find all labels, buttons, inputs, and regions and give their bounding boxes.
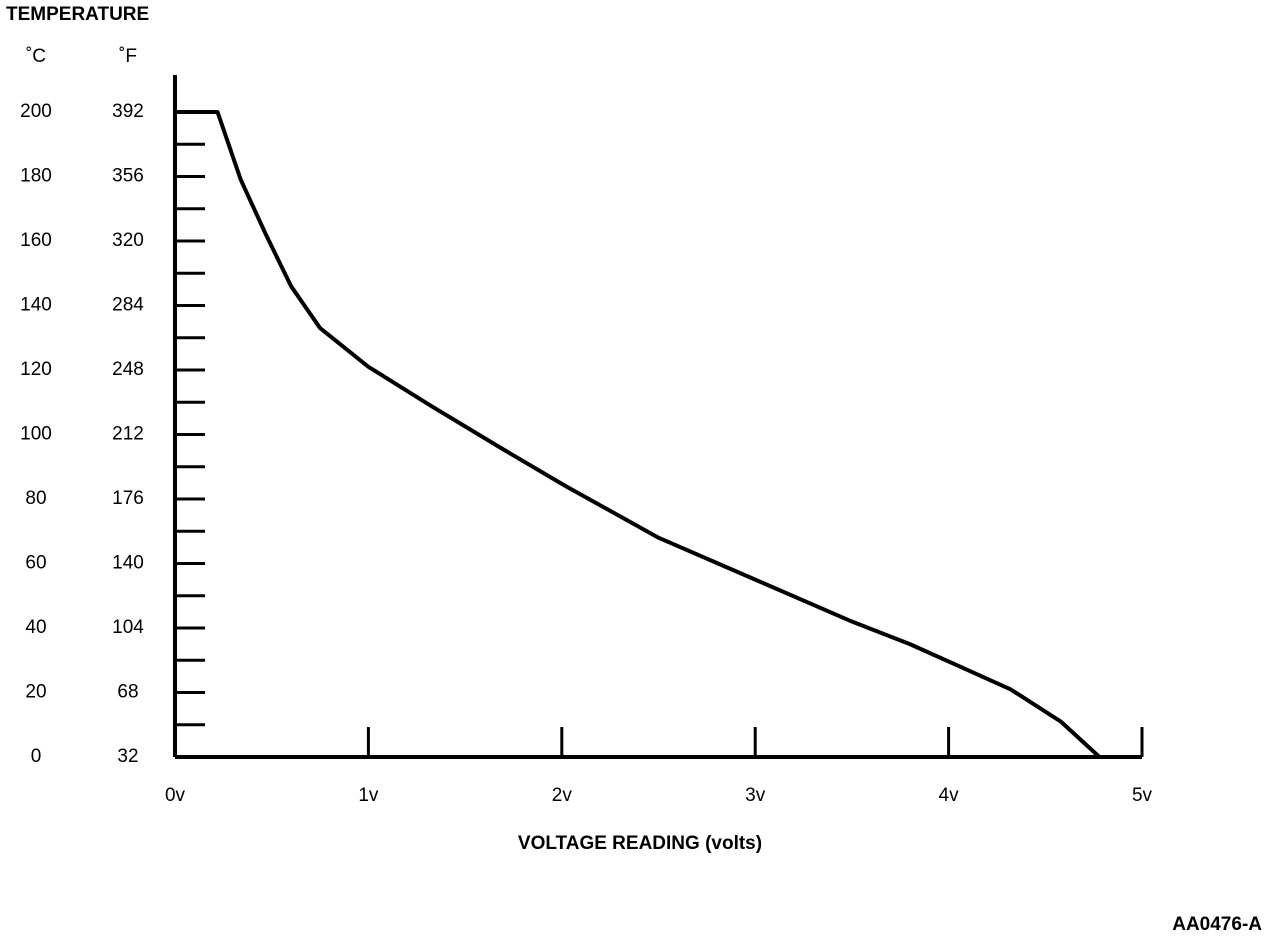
y-tick-label: 200 [20,101,52,122]
x-axis-label: VOLTAGE READING (volts) [518,833,762,854]
y2-tick-label: 356 [112,166,144,187]
y2-tick-label: 140 [112,553,144,574]
y-tick-label: 80 [25,488,46,509]
y2-tick-label: 248 [112,359,144,380]
x-tick-label: 5v [1132,785,1153,806]
y-tick-label: 140 [20,295,52,316]
x-tick-label: 1v [358,785,379,806]
y-tick-label: 20 [25,682,46,703]
y-tick-label: 40 [25,617,46,638]
y2-tick-label: 392 [112,101,144,122]
chart-title: TEMPERATURE [6,4,149,25]
line [175,110,1101,759]
y-tick-label: 160 [20,230,52,251]
y-tick-label: 120 [20,359,52,380]
y2-tick-label: 212 [112,424,144,445]
x-tick-label: 3v [745,785,766,806]
x-tick-label: 2v [552,785,573,806]
y2-tick-label: 32 [117,746,138,767]
y2-tick-label: 68 [117,682,138,703]
x-tick-label: 4v [939,785,960,806]
y-tick-label: 60 [25,553,46,574]
y-tick-label: 100 [20,424,52,445]
y2-tick-label: 176 [112,488,144,509]
y-tick-label: 180 [20,166,52,187]
x-tick-label: 0v [165,785,186,806]
y2-tick-label: 284 [112,295,144,316]
y2-tick-label: 104 [112,617,144,638]
y-axis-label: ˚C [26,46,46,67]
y-tick-label: 0 [31,746,42,767]
annotation: AA0476-A [1172,914,1262,935]
y2-tick-label: 320 [112,230,144,251]
y2-axis-label: ˚F [119,46,137,67]
